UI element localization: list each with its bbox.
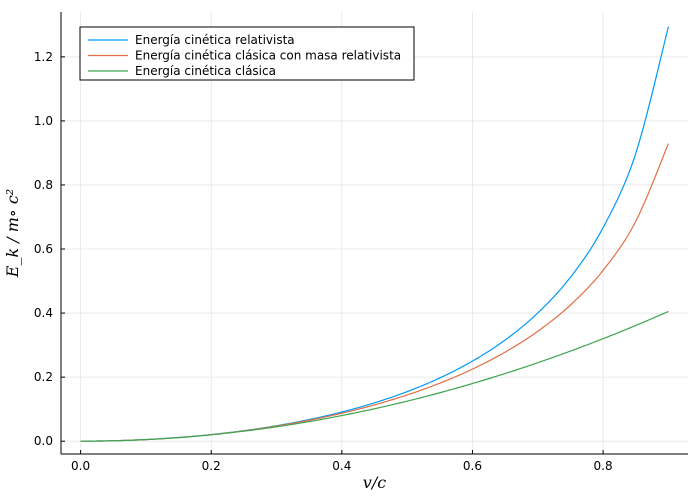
legend-label-2: Energía cinética clásica con masa relati… bbox=[135, 49, 401, 63]
x-tick-label: 0.4 bbox=[332, 459, 351, 473]
legend-label-1: Energía cinética relativista bbox=[135, 33, 295, 47]
x-axis-label: v/c bbox=[363, 473, 386, 492]
x-tick-label: 0.6 bbox=[463, 459, 482, 473]
series-line-3 bbox=[80, 310, 669, 442]
legend-box bbox=[79, 26, 415, 81]
y-tick-label: 0.8 bbox=[34, 178, 53, 192]
y-tick-label: 1.0 bbox=[34, 114, 53, 128]
y-axis-label: E_k / m∘ c² bbox=[3, 189, 22, 278]
x-tick-label: 0.8 bbox=[594, 459, 613, 473]
y-tick-label: 1.2 bbox=[34, 50, 53, 64]
axis-labels: v/c E_k / m∘ c² bbox=[3, 189, 386, 492]
y-tick-label: 0.6 bbox=[34, 242, 53, 256]
series-group bbox=[80, 26, 669, 442]
x-tick-label: 0.2 bbox=[202, 459, 221, 473]
grid bbox=[61, 12, 688, 454]
x-tick-label: 0.0 bbox=[71, 459, 90, 473]
axes: 0.0 0.2 0.4 0.6 0.8 0.0 0.2 0.4 0.6 0.8 1.0 1.2 bbox=[34, 12, 688, 473]
y-tick-label: 0.2 bbox=[34, 370, 53, 384]
legend: Energía cinética relativista Energía ciné… bbox=[79, 26, 415, 81]
y-tick-label: 0.0 bbox=[34, 434, 53, 448]
legend-label-3: Energía cinética clásica bbox=[135, 64, 276, 78]
y-tick-label: 0.4 bbox=[34, 306, 53, 320]
